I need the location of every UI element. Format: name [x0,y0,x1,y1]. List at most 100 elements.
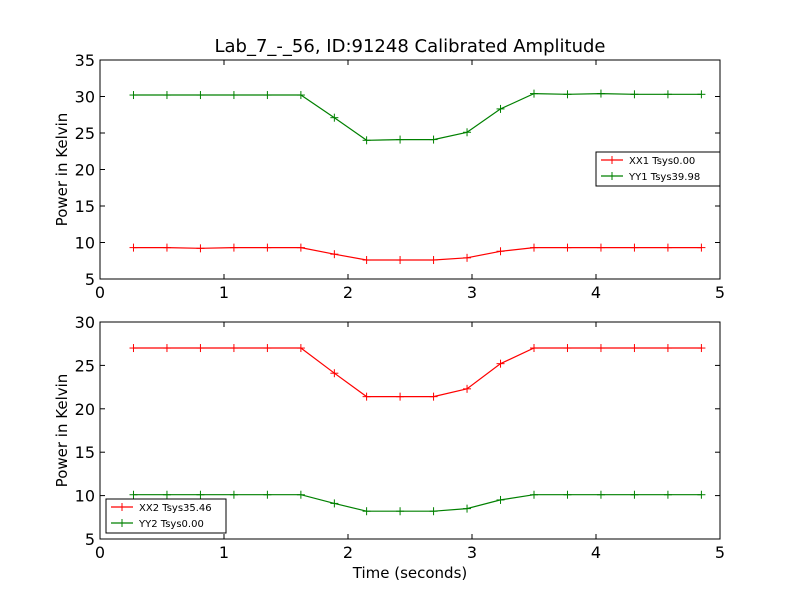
data-point [596,89,605,98]
data-point [162,243,171,252]
legend-label: XX2 Tsys35.46 [139,503,212,514]
top-panel: 0 1 2 3 4 5 5 10 15 20 25 30 35 Power in Kelvin XX1 Ts… [53,51,725,302]
data-point [496,495,505,504]
data-point [330,499,339,508]
data-point [496,359,505,368]
data-point [362,507,371,516]
data-point [429,135,438,144]
data-point [663,490,672,499]
data-point [263,490,272,499]
data-point [296,344,305,353]
data-point [129,490,138,499]
data-point [196,490,205,499]
y-tick-label: 30 [75,88,95,107]
data-point [162,490,171,499]
data-point [563,344,572,353]
data-point [263,243,272,252]
y-tick-label: 10 [75,487,95,506]
data-point [330,113,339,122]
data-point [530,243,538,252]
data-point [229,91,238,100]
data-point [429,256,438,265]
x-tick-label: 4 [591,283,601,302]
data-point [362,256,371,265]
y-tick-label: 25 [75,124,95,143]
x-tick-label: 0 [95,543,105,562]
x-tick-label: 5 [715,543,725,562]
data-point [129,344,138,353]
data-point [630,90,639,99]
data-point [429,392,438,401]
legend-item: XX2 Tsys35.46 [111,503,212,514]
data-point [697,344,706,353]
data-point [596,344,605,353]
data-point [229,490,238,499]
data-point [530,490,538,499]
x-tick-label: 1 [219,543,229,562]
data-point [463,384,472,393]
data-point [129,243,138,252]
x-tick-label: 4 [591,543,601,562]
x-tick-label: 1 [219,283,229,302]
data-point [396,507,405,516]
legend-label: YY1 Tsys39.98 [628,172,700,183]
data-point [396,256,405,265]
y-tick-label: 35 [75,51,95,70]
data-point [530,89,538,98]
y-tick-label: 25 [75,356,95,375]
data-point [362,392,371,401]
data-point [563,490,572,499]
data-point [229,344,238,353]
bottom-panel: 0 1 2 3 4 5 5 10 15 20 25 30 Power in Kelvin Time (se… [53,313,725,582]
y-axis-label: Power in Kelvin [53,374,71,488]
data-point [463,504,472,513]
chart-title: Lab_7_-_56, ID:91248 Calibrated Amplitud… [215,36,606,57]
data-point [663,243,672,252]
data-point [362,136,371,145]
data-point [396,392,405,401]
data-point [162,91,171,100]
data-point [530,344,538,353]
data-point [396,135,405,144]
y-tick-label: 15 [75,443,95,462]
data-point [697,243,706,252]
legend-box [105,498,227,534]
data-point [162,344,171,353]
y-tick-label: 15 [75,197,95,216]
data-point [463,253,472,262]
data-point [663,90,672,99]
y-tick-label: 5 [85,530,95,549]
x-tick-label: 0 [95,283,105,302]
legend-item: YY1 Tsys39.98 [601,172,700,183]
data-point [630,243,639,252]
data-point [330,369,339,378]
legend-item: YY2 Tsys0.00 [111,519,204,530]
data-point [296,91,305,100]
data-point [496,247,505,256]
series-line-1 [133,247,702,261]
data-point [697,490,706,499]
legend: XX2 Tsys35.46 YY2 Tsys0.00 [105,498,227,534]
data-point [196,91,205,100]
y-tick-label: 30 [75,313,95,332]
data-point [330,250,339,259]
x-tick-label: 2 [343,543,353,562]
x-axis-label: Time (seconds) [352,564,468,582]
data-point [463,128,472,137]
data-point [563,243,572,252]
legend-label: XX1 Tsys0.00 [629,156,695,167]
data-point [563,90,572,99]
legend-label: YY2 Tsys0.00 [138,519,204,530]
data-point [196,244,205,253]
data-point [296,243,305,252]
series-line-1 [133,347,702,398]
data-point [263,91,272,100]
x-tick-label: 5 [715,283,725,302]
y-axis-label: Power in Kelvin [53,113,71,227]
data-point [229,243,238,252]
data-point [630,344,639,353]
y-tick-label: 20 [75,161,95,180]
x-tick-label: 3 [467,543,477,562]
series-line-2 [133,494,702,512]
